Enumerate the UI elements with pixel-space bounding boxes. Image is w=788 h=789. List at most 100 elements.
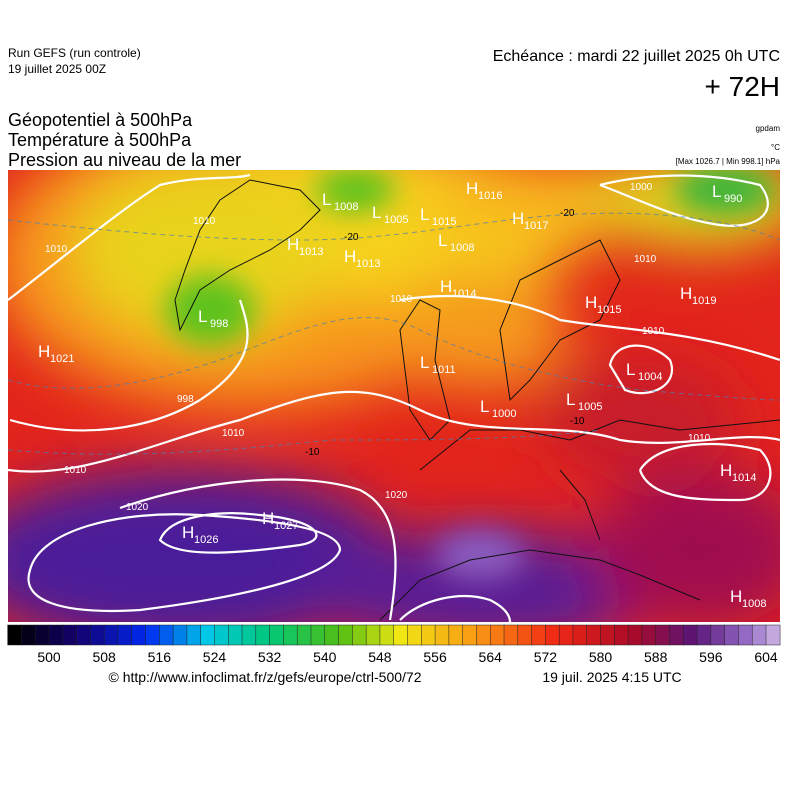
colorbar-swatch xyxy=(241,624,257,646)
contour-labels: 1010 1010 1010 1010 1010 1020 1020 1010 1010 998 1… xyxy=(45,182,711,513)
colorbar-swatch xyxy=(669,624,684,646)
center-value: 1005 xyxy=(384,214,408,226)
center-value: 1021 xyxy=(50,353,74,365)
isobar-label: 1010 xyxy=(64,465,87,476)
colorbar-swatch xyxy=(558,624,574,646)
isobar-label: 1010 xyxy=(222,428,245,439)
isobar-label: 1010 xyxy=(688,433,711,444)
center-value: 1015 xyxy=(432,216,456,228)
center-value: 1013 xyxy=(356,258,380,270)
colorbar-swatch xyxy=(21,624,36,646)
colorbar-swatch xyxy=(296,624,312,646)
colorbar-swatch xyxy=(545,624,560,646)
colorbar-tick-label: 548 xyxy=(368,649,392,665)
center-letter: L xyxy=(198,307,207,326)
colorbar-swatch xyxy=(103,624,119,646)
colorbar-swatch xyxy=(310,624,326,646)
center-letter: H xyxy=(730,587,742,606)
colorbar-swatch xyxy=(696,624,712,646)
center-value: 1016 xyxy=(478,190,502,202)
colorbar-swatch xyxy=(76,624,91,646)
run-label: Run GEFS (run controle) xyxy=(8,46,141,60)
colorbar-tick-label: 604 xyxy=(754,649,778,665)
colorbar-swatch xyxy=(655,624,671,646)
temperature-label: -10 xyxy=(305,447,320,458)
field-label: Géopotentiel à 500hPa xyxy=(8,110,193,130)
center-letter: H xyxy=(585,293,597,312)
center-value: 1011 xyxy=(432,364,456,376)
colorbar-tick-label: 524 xyxy=(203,649,227,665)
colorbar-tick-label: 588 xyxy=(644,649,668,665)
center-letter: H xyxy=(720,461,732,480)
colorbar: 500 508 516 524 532 540 548 556 564 572 580 588 596 6… xyxy=(7,624,781,665)
isobar-label: 1000 xyxy=(630,182,653,193)
colorbar-swatch xyxy=(765,624,781,646)
center-letter: L xyxy=(626,360,635,379)
colorbar-swatch xyxy=(393,624,409,646)
center-value: 1008 xyxy=(450,242,474,254)
center-letter: L xyxy=(420,205,429,224)
colorbar-swatch xyxy=(738,624,753,646)
center-letter: L xyxy=(438,231,447,250)
center-letter: H xyxy=(466,179,478,198)
center-letter: H xyxy=(262,509,274,528)
colorbar-swatch xyxy=(117,624,133,646)
center-value: 1014 xyxy=(452,288,476,300)
center-value: 1004 xyxy=(638,371,662,383)
isobar-label: 1010 xyxy=(390,294,413,305)
center-letter: H xyxy=(512,209,524,228)
colorbar-swatch xyxy=(131,624,147,646)
forecast-time: Echéance : mardi 22 juillet 2025 0h UTC xyxy=(493,48,780,65)
colorbar-swatch xyxy=(172,624,188,646)
colorbar-swatch xyxy=(683,624,698,646)
colorbar-swatch xyxy=(7,624,22,646)
colorbar-tick-label: 508 xyxy=(92,649,116,665)
colorbar-tick-label: 500 xyxy=(37,649,61,665)
center-value: 1019 xyxy=(692,295,716,307)
colorbar-swatch xyxy=(145,624,160,646)
colorbar-swatch xyxy=(489,624,505,646)
center-letter: H xyxy=(182,523,194,542)
center-value: 990 xyxy=(724,193,742,205)
source: © http://www.infoclimat.fr/z/gefs/europe… xyxy=(108,669,421,685)
colorbar-swatch xyxy=(228,624,243,646)
center-value: 1017 xyxy=(524,220,548,232)
colorbar-swatch xyxy=(365,624,381,646)
colorbar-swatch xyxy=(62,624,78,646)
center-letter: L xyxy=(480,397,489,416)
isobar-label: 998 xyxy=(177,394,194,405)
field-label: Température à 500hPa xyxy=(8,130,192,150)
colorbar-swatch xyxy=(352,624,367,646)
center-value: 1026 xyxy=(194,534,218,546)
center-letter: H xyxy=(344,247,356,266)
colorbar-swatch xyxy=(641,624,657,646)
isobar-label: 1020 xyxy=(385,490,408,501)
colorbar-swatch xyxy=(751,624,767,646)
colorbar-swatch xyxy=(283,624,298,646)
colorbar-swatch xyxy=(627,624,643,646)
unit-label: gpdam xyxy=(756,124,781,133)
colorbar-swatch xyxy=(572,624,588,646)
colorbar-swatch xyxy=(476,624,491,646)
center-letter: L xyxy=(322,190,331,209)
colorbar-swatch xyxy=(600,624,615,646)
temperature-label: -20 xyxy=(344,232,359,243)
colorbar-swatch xyxy=(90,624,105,646)
colorbar-tick-label: 516 xyxy=(148,649,172,665)
colorbar-swatch xyxy=(586,624,602,646)
center-value: 1008 xyxy=(742,598,766,610)
colorbar-swatch xyxy=(421,624,436,646)
colorbar-swatch xyxy=(434,624,450,646)
unit-label: °C xyxy=(771,143,780,152)
colorbar-swatch xyxy=(200,624,216,646)
colorbar-swatch xyxy=(379,624,395,646)
colorbar-swatch xyxy=(338,624,353,646)
isobar-label: 1010 xyxy=(193,216,216,227)
center-value: 998 xyxy=(210,318,228,330)
center-letter: H xyxy=(440,277,452,296)
colorbar-tick-label: 572 xyxy=(534,649,558,665)
colorbar-swatch xyxy=(710,624,726,646)
